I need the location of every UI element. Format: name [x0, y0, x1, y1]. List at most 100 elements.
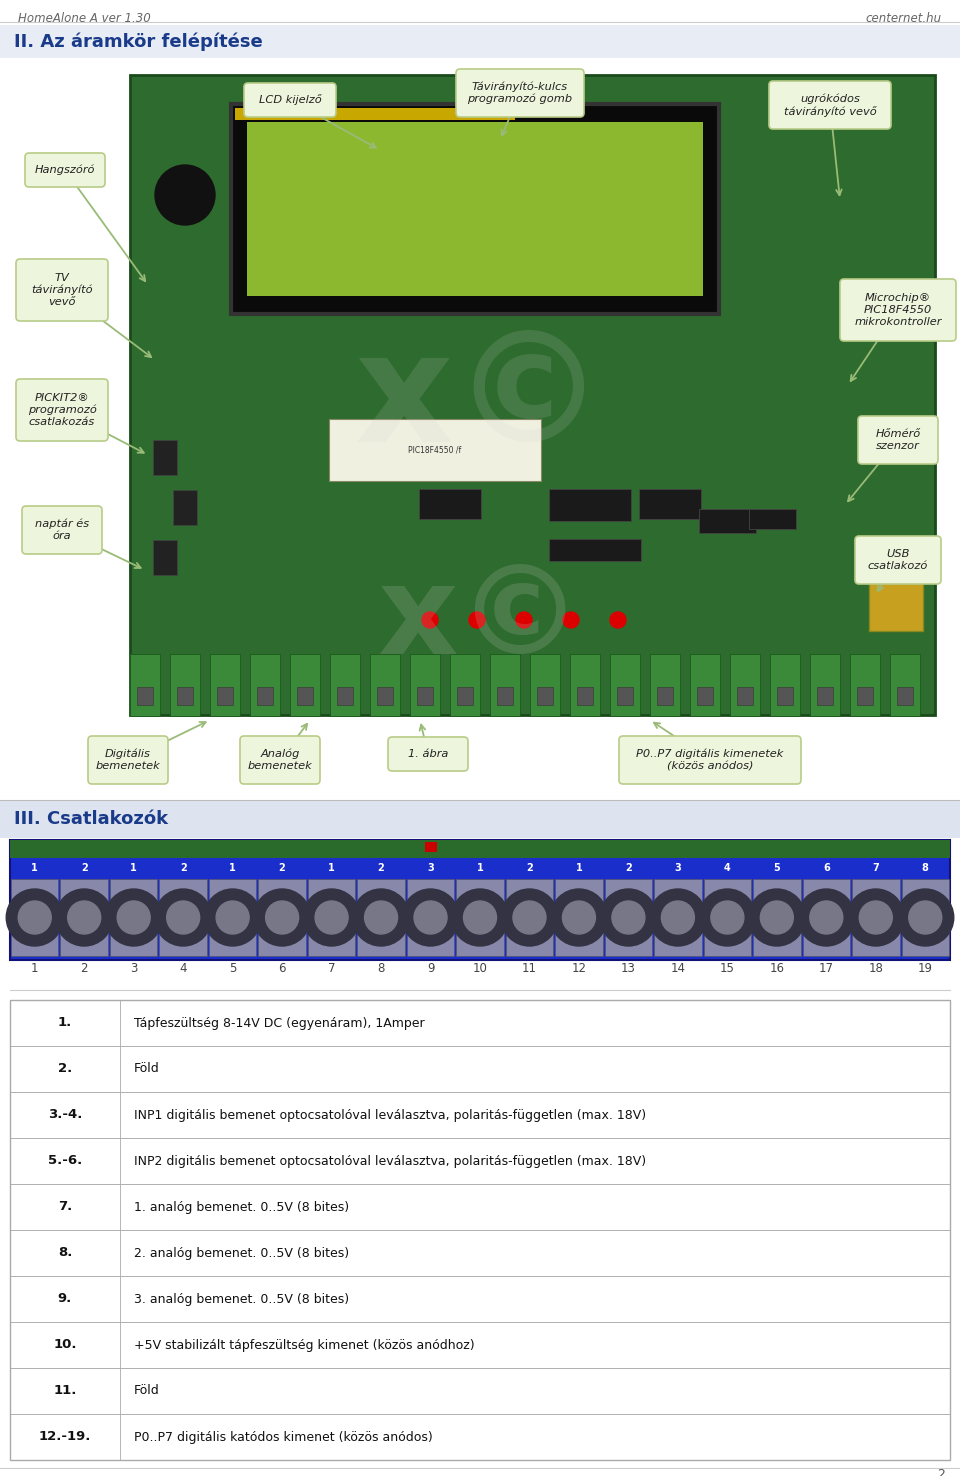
- Text: 2. analóg bemenet. 0..5V (8 bites): 2. analóg bemenet. 0..5V (8 bites): [134, 1247, 349, 1259]
- Text: 1: 1: [576, 863, 583, 872]
- Text: PICKIT2®
programozó
csatlakozás: PICKIT2® programozó csatlakozás: [28, 393, 96, 427]
- Circle shape: [859, 900, 892, 934]
- FancyBboxPatch shape: [209, 880, 256, 956]
- FancyBboxPatch shape: [377, 686, 393, 706]
- FancyBboxPatch shape: [0, 25, 960, 58]
- FancyBboxPatch shape: [855, 536, 941, 584]
- Text: 3. analóg bemenet. 0..5V (8 bites): 3. analóg bemenet. 0..5V (8 bites): [134, 1293, 349, 1305]
- Text: 5.-6.: 5.-6.: [48, 1154, 83, 1168]
- FancyBboxPatch shape: [88, 737, 168, 784]
- Circle shape: [760, 900, 793, 934]
- FancyBboxPatch shape: [258, 880, 306, 956]
- FancyBboxPatch shape: [130, 75, 935, 714]
- FancyBboxPatch shape: [869, 559, 923, 632]
- FancyBboxPatch shape: [10, 1230, 950, 1275]
- Text: 1. ábra: 1. ábra: [408, 748, 448, 759]
- FancyBboxPatch shape: [753, 880, 801, 956]
- FancyBboxPatch shape: [16, 258, 108, 320]
- Text: 16: 16: [769, 962, 784, 976]
- FancyBboxPatch shape: [537, 686, 553, 706]
- FancyBboxPatch shape: [890, 654, 920, 716]
- Text: 3: 3: [675, 863, 682, 872]
- Text: naptár és
óra: naptár és óra: [35, 520, 89, 542]
- FancyBboxPatch shape: [290, 654, 320, 716]
- FancyBboxPatch shape: [617, 686, 633, 706]
- Text: INP2 digitális bemenet optocsatolóval leválasztva, polaritás-független (max. 18V: INP2 digitális bemenet optocsatolóval le…: [134, 1154, 646, 1168]
- Text: 1. analóg bemenet. 0..5V (8 bites): 1. analóg bemenet. 0..5V (8 bites): [134, 1200, 349, 1213]
- Text: x©: x©: [377, 559, 583, 680]
- Text: III. Csatlakozók: III. Csatlakozók: [14, 810, 168, 828]
- FancyBboxPatch shape: [549, 489, 631, 521]
- Text: 10: 10: [472, 962, 488, 976]
- Text: x©: x©: [354, 326, 606, 474]
- FancyBboxPatch shape: [330, 654, 360, 716]
- Text: P0..P7 digitális katódos kimenet (közös anódos): P0..P7 digitális katódos kimenet (közös …: [134, 1430, 433, 1444]
- Circle shape: [600, 889, 657, 946]
- Circle shape: [513, 900, 546, 934]
- Text: 6: 6: [278, 962, 286, 976]
- Circle shape: [810, 900, 843, 934]
- FancyBboxPatch shape: [137, 686, 153, 706]
- Circle shape: [469, 613, 485, 627]
- Circle shape: [699, 889, 756, 946]
- FancyBboxPatch shape: [852, 880, 900, 956]
- FancyBboxPatch shape: [297, 686, 313, 706]
- Text: 1: 1: [476, 863, 484, 872]
- Circle shape: [303, 889, 360, 946]
- FancyBboxPatch shape: [456, 880, 504, 956]
- FancyBboxPatch shape: [357, 880, 405, 956]
- Text: ugrókódos
távirányító vevő: ugrókódos távirányító vevő: [783, 93, 876, 117]
- Text: INP1 digitális bemenet optocsatolóval leválasztva, polaritás-független (max. 18V: INP1 digitális bemenet optocsatolóval le…: [134, 1108, 646, 1122]
- Circle shape: [167, 900, 200, 934]
- FancyBboxPatch shape: [897, 686, 913, 706]
- FancyBboxPatch shape: [555, 880, 603, 956]
- Text: 4: 4: [724, 863, 731, 872]
- Circle shape: [402, 889, 459, 946]
- FancyBboxPatch shape: [704, 880, 751, 956]
- FancyBboxPatch shape: [159, 880, 207, 956]
- Text: 3: 3: [427, 863, 434, 872]
- Circle shape: [155, 889, 211, 946]
- Text: 2: 2: [377, 863, 384, 872]
- FancyBboxPatch shape: [850, 654, 880, 716]
- Circle shape: [216, 900, 250, 934]
- Text: 1: 1: [31, 962, 38, 976]
- FancyBboxPatch shape: [457, 686, 473, 706]
- FancyBboxPatch shape: [654, 880, 702, 956]
- Text: 7: 7: [873, 863, 879, 872]
- FancyBboxPatch shape: [10, 1368, 950, 1414]
- FancyBboxPatch shape: [235, 108, 515, 120]
- Text: PIC18F4550 /f: PIC18F4550 /f: [408, 446, 462, 455]
- Text: +5V stabilizált tápfeszültség kimenet (közös anódhoz): +5V stabilizált tápfeszültség kimenet (k…: [134, 1339, 474, 1352]
- FancyBboxPatch shape: [240, 737, 320, 784]
- Text: 2: 2: [81, 863, 87, 872]
- FancyBboxPatch shape: [450, 654, 480, 716]
- FancyBboxPatch shape: [177, 686, 193, 706]
- FancyBboxPatch shape: [497, 686, 513, 706]
- FancyBboxPatch shape: [10, 1138, 950, 1184]
- Text: 19: 19: [918, 962, 933, 976]
- FancyBboxPatch shape: [639, 489, 701, 520]
- FancyBboxPatch shape: [549, 539, 641, 561]
- FancyBboxPatch shape: [699, 509, 756, 533]
- FancyBboxPatch shape: [170, 654, 200, 716]
- FancyBboxPatch shape: [490, 654, 520, 716]
- Circle shape: [204, 889, 261, 946]
- FancyBboxPatch shape: [11, 880, 59, 956]
- Text: 2: 2: [81, 962, 88, 976]
- Text: Digitális
bemenetek: Digitális bemenetek: [96, 748, 160, 770]
- Text: TV
távirányító
vevő: TV távirányító vevő: [31, 273, 93, 307]
- Text: II. Az áramkör felépítése: II. Az áramkör felépítése: [14, 32, 263, 50]
- Text: 5: 5: [774, 863, 780, 872]
- FancyBboxPatch shape: [749, 509, 796, 528]
- Text: 1.: 1.: [58, 1017, 72, 1029]
- Circle shape: [266, 900, 299, 934]
- FancyBboxPatch shape: [777, 686, 793, 706]
- Circle shape: [749, 889, 805, 946]
- Circle shape: [563, 900, 595, 934]
- Text: 18: 18: [869, 962, 883, 976]
- FancyBboxPatch shape: [506, 880, 553, 956]
- Text: 8: 8: [922, 863, 928, 872]
- Text: 11: 11: [522, 962, 537, 976]
- Text: 15: 15: [720, 962, 734, 976]
